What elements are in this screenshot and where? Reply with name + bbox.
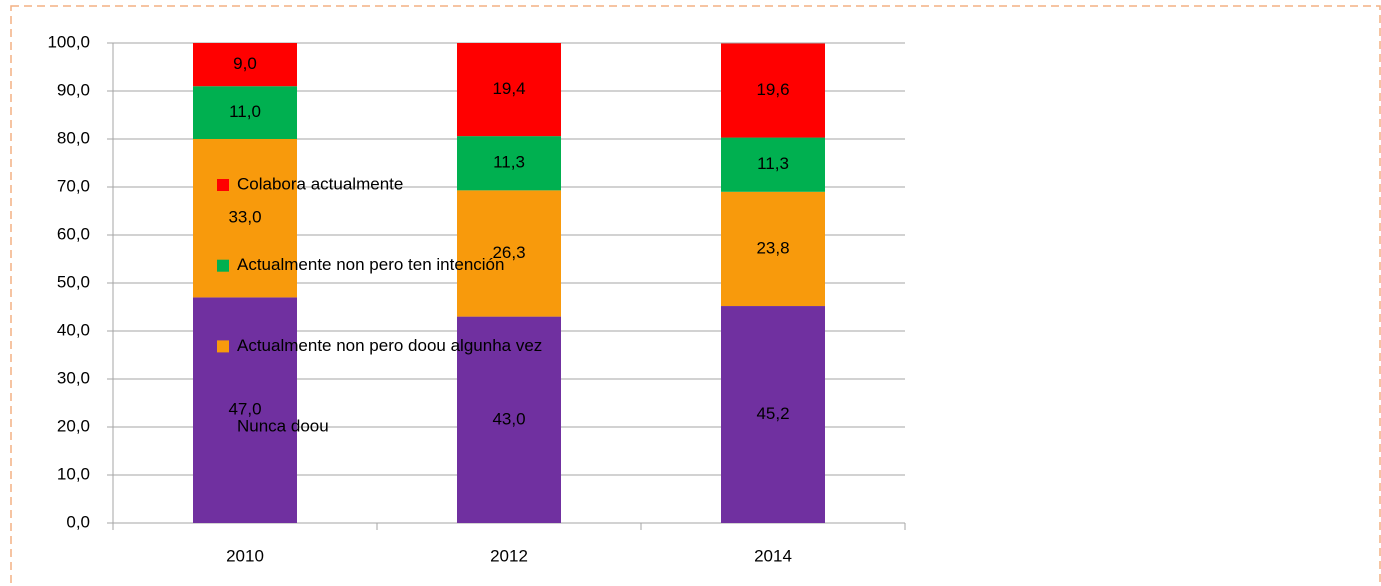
bar-segment bbox=[457, 316, 561, 523]
value-label: 11,3 bbox=[493, 153, 525, 172]
legend-label: Colabora actualmente bbox=[237, 174, 403, 193]
bar-segment bbox=[721, 137, 825, 192]
bar-segment bbox=[457, 190, 561, 317]
legend-label: Actualmente non pero ten intención bbox=[237, 255, 504, 274]
y-tick-label: 0,0 bbox=[66, 512, 90, 531]
y-tick-label: 20,0 bbox=[57, 416, 90, 435]
value-label: 11,0 bbox=[229, 102, 261, 121]
bar-segment bbox=[457, 43, 561, 137]
y-tick-label: 100,0 bbox=[47, 32, 90, 51]
y-tick-label: 70,0 bbox=[57, 176, 90, 195]
value-label: 47,0 bbox=[228, 400, 261, 419]
value-label: 9,0 bbox=[233, 54, 257, 73]
value-label: 43,0 bbox=[492, 409, 525, 428]
bar-segment bbox=[721, 306, 825, 523]
value-label: 11,3 bbox=[757, 154, 789, 173]
bar-segment bbox=[193, 297, 297, 523]
bar-segment bbox=[721, 43, 825, 138]
bar-segment bbox=[193, 139, 297, 298]
x-tick-label: 2014 bbox=[754, 546, 792, 565]
y-tick-label: 50,0 bbox=[57, 272, 90, 291]
bar-segment bbox=[457, 136, 561, 191]
y-tick-label: 90,0 bbox=[57, 80, 90, 99]
y-tick-label: 10,0 bbox=[57, 464, 90, 483]
bar-segment bbox=[193, 43, 297, 87]
value-label: 33,0 bbox=[228, 208, 261, 227]
value-label: 23,8 bbox=[756, 238, 789, 257]
value-label: 26,3 bbox=[492, 243, 525, 262]
frame bbox=[10, 5, 1381, 586]
y-tick-label: 60,0 bbox=[57, 224, 90, 243]
bar-segment bbox=[193, 86, 297, 139]
legend-swatch bbox=[217, 259, 229, 272]
y-tick-label: 80,0 bbox=[57, 128, 90, 147]
legend-swatch bbox=[217, 340, 229, 353]
legend-swatch bbox=[217, 421, 229, 434]
bar-segment bbox=[721, 191, 825, 307]
value-label: 45,2 bbox=[756, 404, 789, 423]
value-label: 19,4 bbox=[492, 79, 525, 98]
y-tick-label: 30,0 bbox=[57, 368, 90, 387]
x-tick-label: 2012 bbox=[490, 546, 528, 565]
x-tick-label: 2010 bbox=[226, 546, 264, 565]
legend-label: Nunca doou bbox=[237, 417, 329, 436]
legend-swatch bbox=[217, 179, 229, 191]
legend-label: Actualmente non pero doou algunha vez bbox=[237, 336, 542, 355]
value-label: 19,6 bbox=[756, 80, 789, 99]
y-tick-label: 40,0 bbox=[57, 320, 90, 339]
